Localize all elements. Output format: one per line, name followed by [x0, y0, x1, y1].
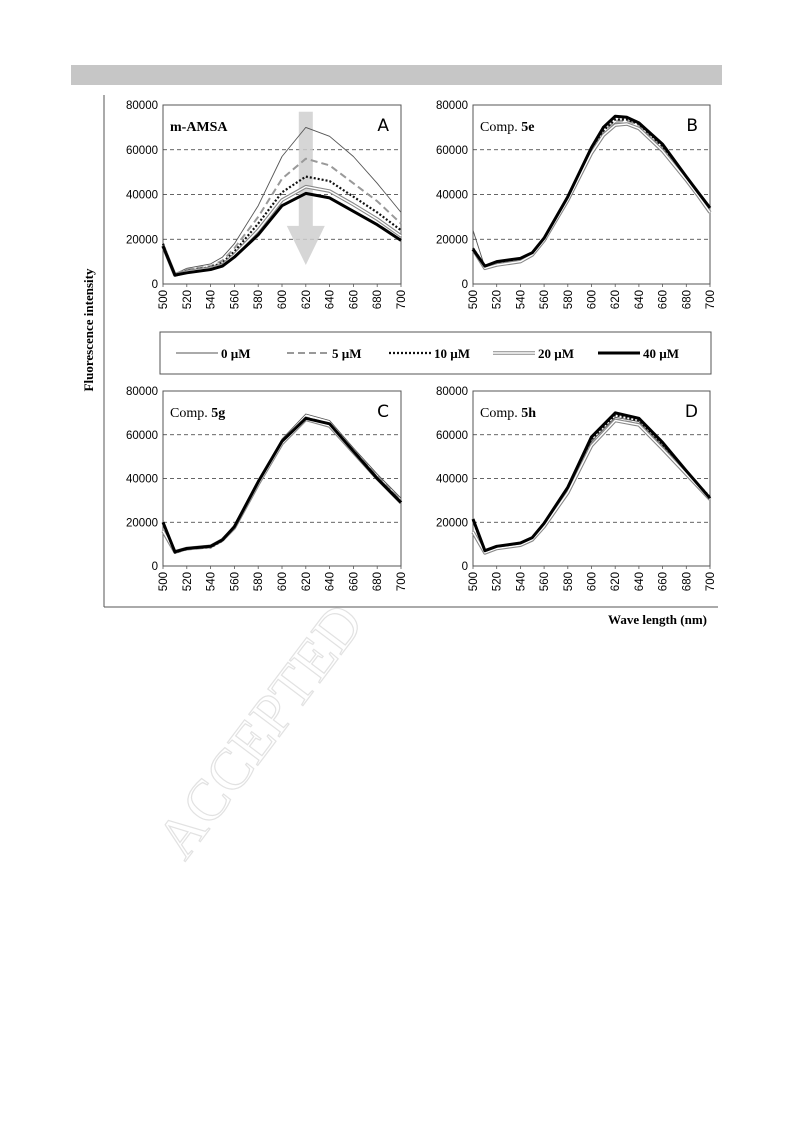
x-tick-label: 620	[301, 290, 313, 309]
x-tick-label: 660	[348, 572, 360, 591]
x-tick-label: 600	[277, 572, 289, 591]
y-tick-label: 0	[462, 279, 468, 291]
series-line-4	[471, 411, 712, 553]
y-axis-label: Fluorescence intensity	[81, 268, 96, 391]
x-tick-label: 580	[253, 572, 265, 591]
y-tick-label: 80000	[436, 386, 468, 398]
y-tick-label: 60000	[126, 430, 158, 442]
y-tick-label: 60000	[436, 430, 468, 442]
legend-label-0: 0 µM	[221, 346, 251, 361]
panel-letter-c: C	[377, 402, 389, 422]
x-tick-label: 620	[610, 290, 622, 309]
x-tick-label: 500	[468, 572, 480, 591]
x-tick-label: 560	[229, 572, 241, 591]
header-banner	[71, 65, 722, 85]
x-tick-label: 540	[206, 290, 218, 309]
chart-panel-c: 0 20000 40000 60000 80000 500 520 540 560 580 600 6…	[126, 386, 408, 591]
y-tick-label: 40000	[436, 190, 468, 202]
legend-label-3: 20 µM	[538, 346, 574, 361]
x-tick-label: 600	[587, 290, 599, 309]
y-tick-label: 20000	[126, 234, 158, 246]
series-line-4	[471, 114, 712, 268]
x-tick-label: 540	[515, 572, 527, 591]
chart-panel-a: 0 20000 40000 60000 80000 500 520 540 560 580 600 6…	[126, 100, 408, 309]
y-tick-label: 20000	[126, 517, 158, 529]
y-tick-label: 80000	[126, 386, 158, 398]
y-tick-label: 80000	[126, 100, 158, 112]
y-tick-label: 0	[152, 561, 158, 573]
x-tick-label: 600	[587, 572, 599, 591]
legend-label-1: 5 µM	[332, 346, 362, 361]
x-tick-label: 680	[681, 572, 693, 591]
x-tick-label: 680	[372, 290, 384, 309]
series-line-4	[161, 191, 402, 277]
y-tick-label: 20000	[436, 517, 468, 529]
series-line-1	[162, 157, 402, 275]
legend-label-4: 40 µM	[643, 346, 679, 361]
x-tick-label: 660	[658, 290, 670, 309]
x-tick-label: 520	[182, 290, 194, 309]
x-tick-label: 580	[563, 290, 575, 309]
x-tick-label: 500	[158, 572, 170, 591]
panel-title: m-AMSA	[170, 120, 228, 135]
x-tick-label: 520	[182, 572, 194, 591]
y-tick-label: 40000	[126, 190, 158, 202]
x-tick-label: 500	[158, 290, 170, 309]
series-line-2	[161, 175, 402, 277]
panel-title: Comp. 5h	[480, 406, 536, 421]
y-tick-label: 80000	[436, 100, 468, 112]
series-line-0	[162, 126, 402, 275]
x-tick-label: 660	[658, 572, 670, 591]
chart-panel-b: 0 20000 40000 60000 80000 500 520 540 560 580 600 6…	[436, 100, 717, 309]
chart-panel-d: 0 20000 40000 60000 80000 500 520 540 560 580 600 6…	[436, 386, 717, 591]
x-axis-label: Wave length (nm)	[608, 612, 707, 627]
watermark: ACCEPTED	[143, 591, 375, 869]
x-tick-label: 700	[396, 290, 408, 309]
series-line-4	[161, 416, 403, 554]
x-tick-label: 620	[301, 572, 313, 591]
x-tick-label: 660	[348, 290, 360, 309]
legend: 0 µM 5 µM 10 µM 20 µM 40 µM	[159, 331, 712, 375]
y-tick-label: 0	[462, 561, 468, 573]
x-tick-label: 640	[634, 572, 646, 591]
x-tick-label: 700	[705, 290, 717, 309]
x-tick-label: 580	[253, 290, 265, 309]
legend-label-2: 10 µM	[434, 346, 470, 361]
x-tick-label: 640	[325, 290, 337, 309]
y-tick-label: 40000	[436, 474, 468, 486]
x-tick-label: 580	[563, 572, 575, 591]
panel-letter-d: D	[685, 402, 698, 422]
x-tick-label: 560	[539, 572, 551, 591]
x-tick-label: 540	[515, 290, 527, 309]
x-tick-label: 520	[492, 572, 504, 591]
x-tick-label: 600	[277, 290, 289, 309]
x-tick-label: 700	[705, 572, 717, 591]
x-tick-label: 680	[372, 572, 384, 591]
y-tick-label: 60000	[126, 145, 158, 157]
x-tick-label: 620	[610, 572, 622, 591]
x-tick-label: 560	[539, 290, 551, 309]
y-tick-label: 0	[152, 279, 158, 291]
panel-letter-b: B	[686, 116, 698, 136]
panel-title: Comp. 5g	[170, 406, 225, 421]
x-tick-label: 500	[468, 290, 480, 309]
x-tick-label: 560	[229, 290, 241, 309]
panel-letter-a: A	[377, 116, 389, 136]
x-tick-label: 640	[634, 290, 646, 309]
series-line-3	[471, 418, 712, 555]
x-tick-label: 640	[325, 572, 337, 591]
x-tick-label: 700	[396, 572, 408, 591]
y-tick-label: 40000	[126, 474, 158, 486]
panel-title: Comp. 5e	[480, 120, 534, 135]
y-tick-label: 60000	[436, 145, 468, 157]
x-tick-label: 680	[681, 290, 693, 309]
x-tick-label: 540	[206, 572, 218, 591]
x-tick-label: 520	[492, 290, 504, 309]
series-line-3	[471, 122, 712, 271]
y-tick-label: 20000	[436, 234, 468, 246]
